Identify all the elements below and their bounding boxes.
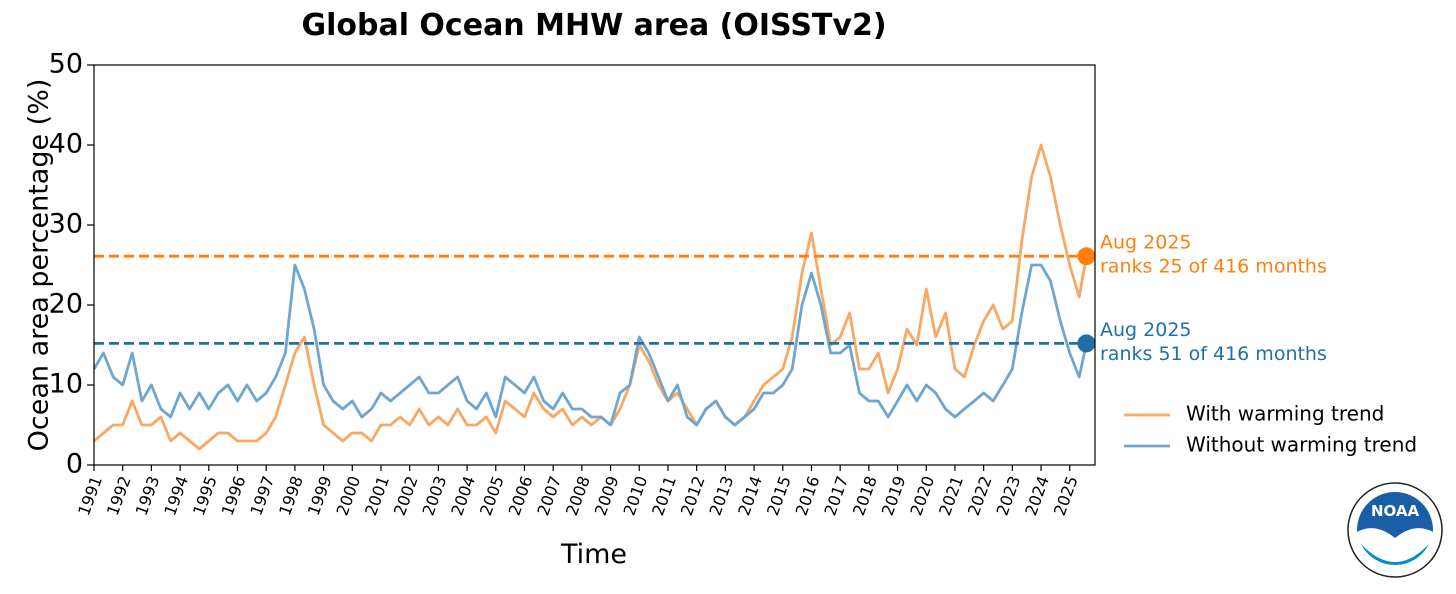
x-tick-label: 1998 <box>275 473 307 518</box>
end-marker <box>1077 247 1096 266</box>
legend-label: Without warming trend <box>1186 433 1417 457</box>
x-tick-label: 1991 <box>74 473 106 518</box>
annotation: Aug 2025 <box>1100 319 1192 341</box>
chart-title: Global Ocean MHW area (OISSTv2) <box>301 8 886 43</box>
logo-text: NOAA <box>1371 502 1420 520</box>
x-tick-label: 2014 <box>734 473 766 518</box>
y-tick-label: 10 <box>49 369 83 400</box>
x-tick-label: 2023 <box>993 473 1025 518</box>
plot-frame <box>93 64 1096 466</box>
x-tick-label: 2024 <box>1021 473 1053 518</box>
y-tick-label: 40 <box>49 129 83 160</box>
x-tick-label: 2012 <box>677 473 709 518</box>
logo-sea <box>1361 544 1429 566</box>
x-tick-label: 2005 <box>476 473 508 518</box>
series-line <box>93 143 1088 451</box>
x-tick-label: 2011 <box>648 473 680 518</box>
x-tick-label: 2021 <box>935 473 967 518</box>
noaa-logo: NOAA <box>1347 482 1443 578</box>
x-tick-label: 1993 <box>132 473 164 518</box>
x-tick-label: 2018 <box>849 473 881 518</box>
y-axis-label: Ocean area percentage (%) <box>24 79 55 452</box>
x-tick-label: 2017 <box>820 473 852 518</box>
x-tick-label: 2002 <box>390 473 422 518</box>
x-tick-label: 2006 <box>505 473 537 518</box>
x-tick-label: 1994 <box>160 473 192 518</box>
x-axis-label: Time <box>560 539 627 570</box>
x-tick-label: 2000 <box>332 473 364 518</box>
series-line <box>92 263 1088 427</box>
y-tick-label: 0 <box>66 449 83 480</box>
x-tick-label: 2010 <box>619 473 651 518</box>
y-tick-label: 30 <box>49 209 83 240</box>
x-tick-label: 2003 <box>419 473 451 518</box>
x-tick-label: 2008 <box>562 473 594 518</box>
x-tick-label: 1997 <box>246 473 278 518</box>
x-tick-label: 2007 <box>533 473 565 518</box>
x-tick-label: 2022 <box>964 473 996 518</box>
x-tick-label: 2004 <box>447 473 479 518</box>
x-tick-label: 1996 <box>218 473 250 518</box>
x-tick-label: 2019 <box>878 473 910 518</box>
x-tick-label: 2016 <box>792 473 824 518</box>
x-tick-label: 2013 <box>706 473 738 518</box>
x-tick-label: 2015 <box>763 473 795 518</box>
annotation: ranks 51 of 416 months <box>1100 343 1327 365</box>
x-tick-label: 1992 <box>103 473 135 518</box>
y-tick-label: 20 <box>49 289 83 320</box>
annotation: ranks 25 of 416 months <box>1100 256 1327 278</box>
legend-label: With warming trend <box>1186 402 1384 426</box>
x-tick-label: 1999 <box>304 473 336 518</box>
x-tick-label: 1995 <box>189 473 221 518</box>
x-tick-label: 2001 <box>361 473 393 518</box>
y-tick-label: 50 <box>49 49 83 80</box>
x-tick-label: 2025 <box>1050 473 1082 518</box>
x-tick-label: 2009 <box>591 473 623 518</box>
annotation: Aug 2025 <box>1100 232 1192 254</box>
x-tick-label: 2020 <box>906 473 938 518</box>
end-marker <box>1077 334 1096 353</box>
